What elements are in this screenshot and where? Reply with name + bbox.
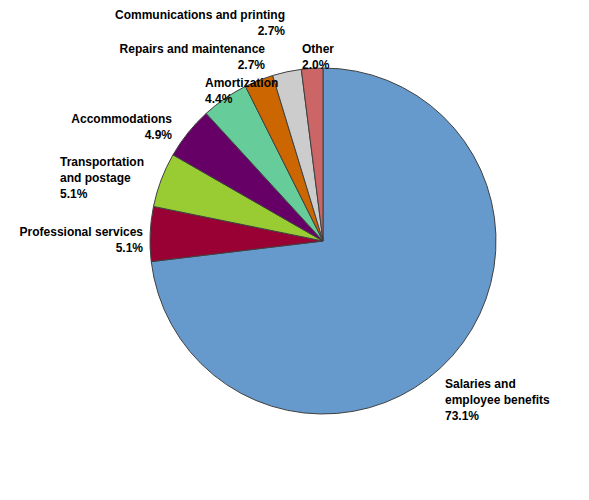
svg-text:Repairs and maintenance2.7%: Repairs and maintenance2.7% — [120, 42, 266, 72]
svg-text:Salaries andemployee benefits7: Salaries andemployee benefits73.1% — [445, 377, 550, 423]
svg-text:Accommodations4.9%: Accommodations4.9% — [71, 112, 172, 142]
svg-text:Communications and printing2.7: Communications and printing2.7% — [115, 8, 285, 38]
svg-text:Amortization4.4%: Amortization4.4% — [205, 76, 278, 106]
svg-text:Professional services5.1%: Professional services5.1% — [20, 225, 144, 255]
svg-text:Other2.0%: Other2.0% — [302, 42, 334, 72]
svg-text:Transportationand postage5.1%: Transportationand postage5.1% — [60, 155, 144, 201]
